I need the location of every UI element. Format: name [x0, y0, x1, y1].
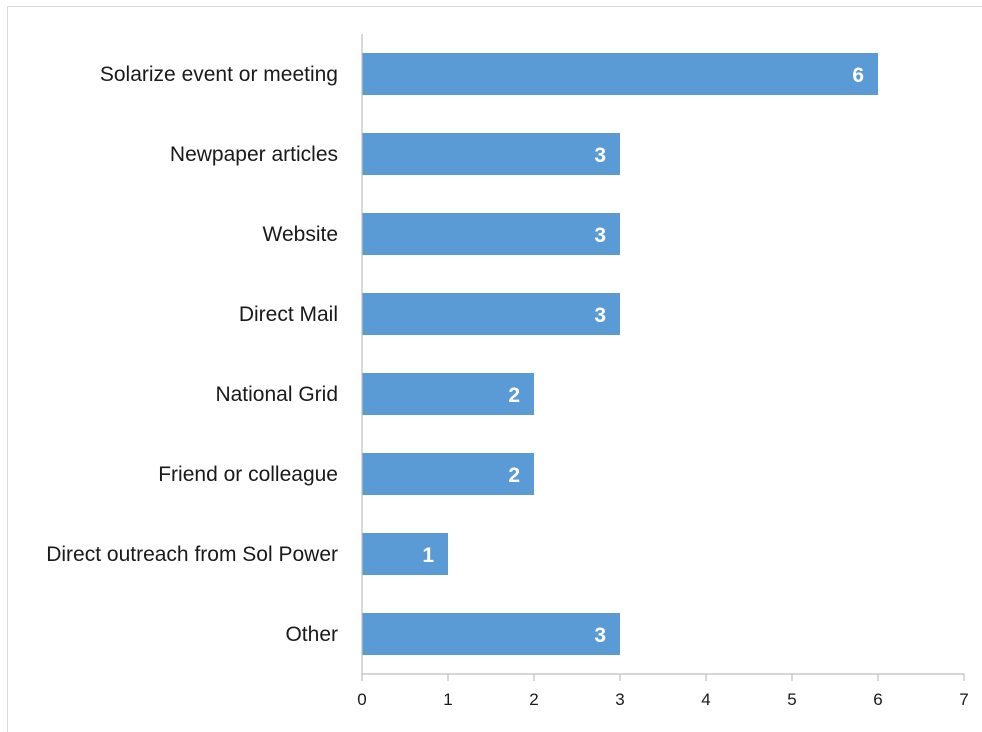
x-tick-label-1: 1: [443, 690, 452, 709]
category-label-6: Friend or colleague: [158, 463, 338, 486]
axes-layer: [361, 34, 965, 681]
x-tick-label-7: 7: [959, 690, 968, 709]
bar-2: [362, 133, 620, 175]
bar-3: [362, 213, 620, 255]
data-label-7: 1: [422, 544, 434, 567]
category-label-5: National Grid: [215, 383, 338, 406]
data-label-6: 2: [508, 464, 520, 487]
data-label-3: 3: [594, 224, 606, 247]
x-tick-label-0: 0: [357, 690, 366, 709]
data-label-4: 3: [594, 304, 606, 327]
x-tick-label-5: 5: [787, 690, 796, 709]
bar-6: [362, 453, 534, 495]
data-label-2: 3: [594, 144, 606, 167]
x-tick-label-2: 2: [529, 690, 538, 709]
data-label-5: 2: [508, 384, 520, 407]
bar-7: [362, 533, 448, 575]
data-label-1: 6: [852, 64, 864, 87]
bar-5: [362, 373, 534, 415]
x-tick-label-6: 6: [873, 690, 882, 709]
category-label-4: Direct Mail: [239, 303, 338, 326]
x-tick-label-3: 3: [615, 690, 624, 709]
x-tick-label-4: 4: [701, 690, 710, 709]
category-label-1: Solarize event or meeting: [100, 63, 338, 86]
bar-4: [362, 293, 620, 335]
data-label-8: 3: [594, 624, 606, 647]
chart-area: [7, 6, 982, 732]
category-label-7: Direct outreach from Sol Power: [46, 543, 338, 566]
category-label-3: Website: [263, 223, 338, 246]
bar-1: [362, 53, 878, 95]
category-label-2: Newpaper articles: [170, 143, 338, 166]
bars-layer: [362, 53, 878, 655]
category-label-8: Other: [285, 623, 338, 646]
bar-8: [362, 613, 620, 655]
labels-layer: 6 Solarize event or meeting 3 Newpaper arti…: [46, 63, 969, 709]
